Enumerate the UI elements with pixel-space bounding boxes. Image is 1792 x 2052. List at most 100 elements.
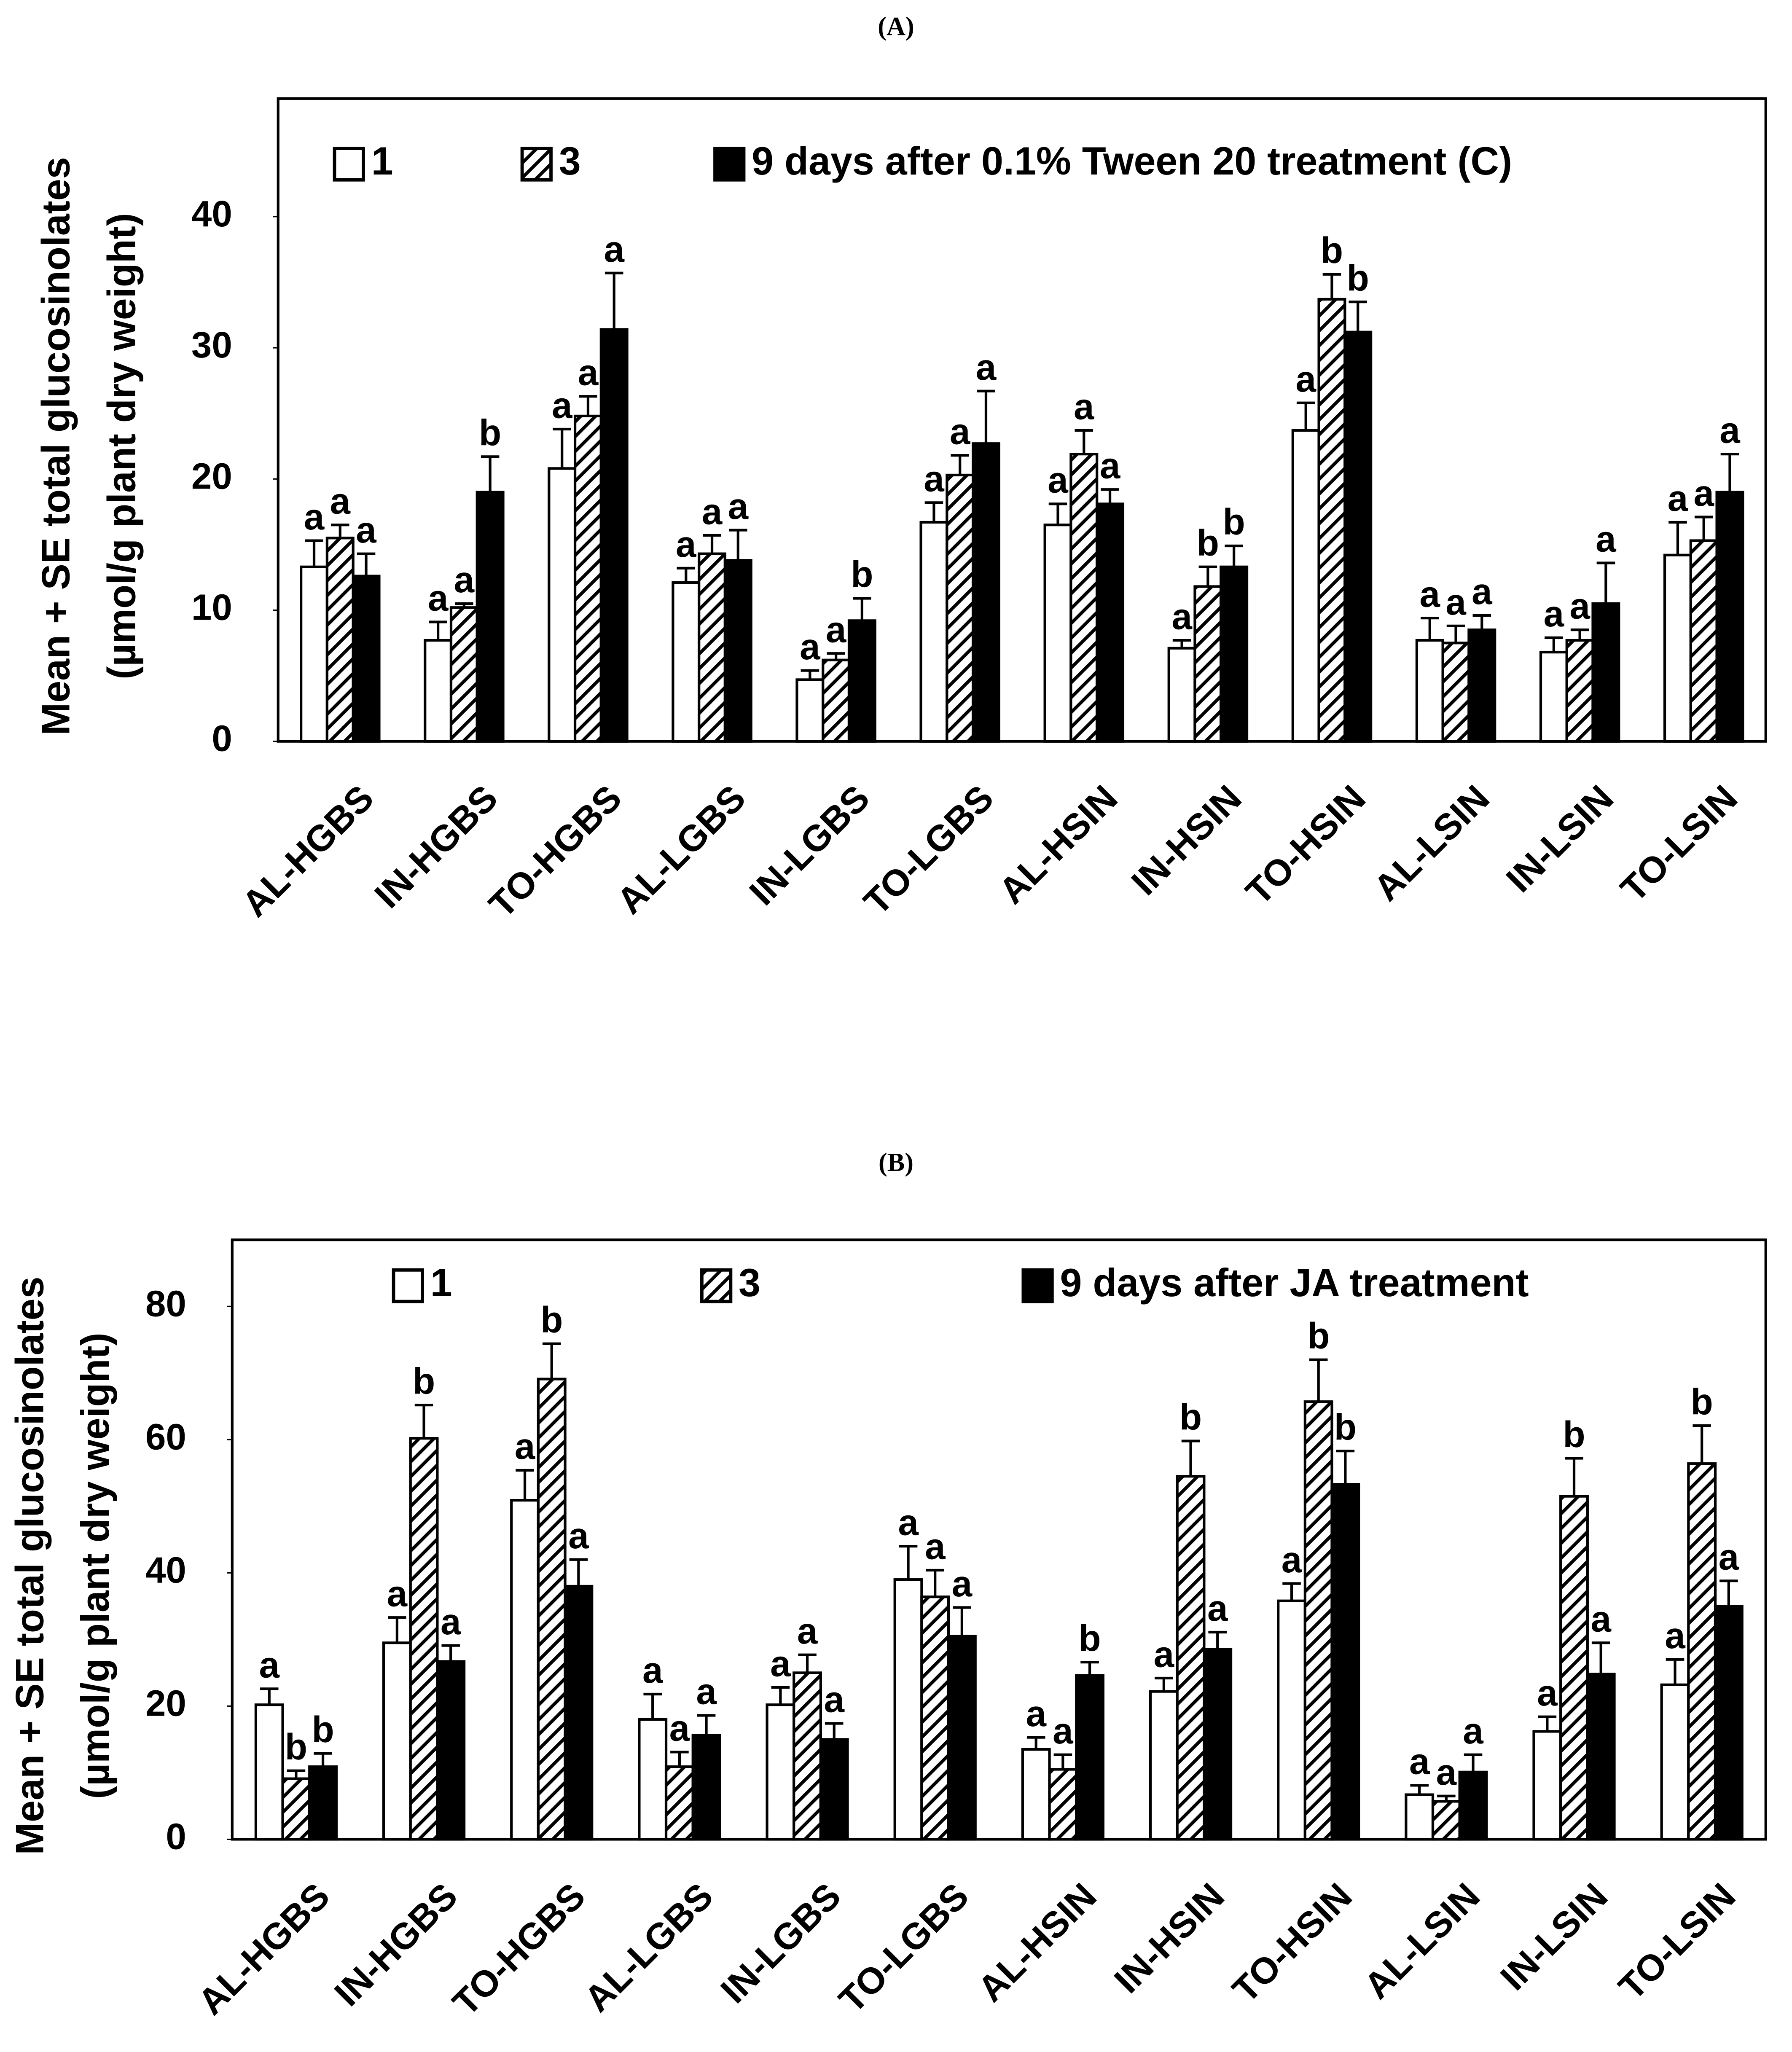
y-axis-label: Mean + SE total glucosinolates — [34, 157, 78, 735]
bar — [1458, 1770, 1488, 1841]
error-bar — [703, 534, 721, 554]
significance-letter: b — [1347, 258, 1369, 298]
panel-title: (A) — [878, 12, 914, 41]
error-bar — [1048, 502, 1067, 525]
error-bar — [604, 271, 623, 330]
error-bar — [1591, 1641, 1610, 1674]
error-bar — [1309, 1358, 1328, 1402]
significance-letter: a — [669, 1708, 690, 1749]
significance-letter: a — [1409, 1741, 1430, 1782]
bar — [1021, 1748, 1051, 1841]
error-bar — [1322, 273, 1341, 299]
error-bar — [953, 1606, 971, 1636]
x-tick-label: IN-LSIN — [1499, 777, 1621, 900]
significance-letter: a — [696, 1671, 717, 1712]
error-bar — [853, 597, 871, 621]
legend-swatch — [520, 147, 553, 182]
x-tick-label: AL-HSIN — [991, 777, 1125, 911]
significance-letter: a — [1207, 1588, 1228, 1629]
significance-letter: a — [824, 1679, 845, 1720]
bar — [573, 414, 602, 743]
significance-letter: a — [1719, 1537, 1740, 1578]
bar — [1043, 524, 1072, 743]
x-tick-label: IN-LSIN — [1493, 1875, 1615, 1998]
error-bar — [1545, 636, 1563, 653]
bar — [672, 581, 701, 743]
bar — [308, 1765, 338, 1841]
y-axis-label: Mean + SE total glucosinolates — [7, 1276, 51, 1855]
bar — [1193, 585, 1222, 743]
bar — [564, 1585, 594, 1841]
error-bar — [677, 567, 696, 583]
significance-letter: a — [454, 559, 475, 600]
y-tick-label: 20 — [191, 456, 232, 497]
panel-title: (B) — [879, 1148, 913, 1177]
x-tick-label: TO-LSIN — [1611, 1875, 1743, 2008]
plot-frame — [277, 97, 1767, 743]
significance-letter: a — [552, 385, 573, 426]
significance-letter: a — [568, 1515, 589, 1556]
bar — [1689, 539, 1718, 743]
error-bar — [260, 1687, 279, 1705]
error-bar — [1053, 1753, 1072, 1770]
significance-letter: a — [728, 486, 749, 527]
bar — [1660, 1683, 1690, 1841]
bar — [1532, 1730, 1562, 1841]
y-axis-label: (µmol/g plant dry weight) — [73, 1332, 117, 1799]
error-bar — [414, 1404, 433, 1439]
significance-letter: a — [1537, 1673, 1558, 1714]
significance-letter: a — [330, 481, 351, 521]
y-tick-label: 60 — [145, 1416, 186, 1457]
bar — [510, 1499, 540, 1841]
error-bar — [1421, 617, 1439, 641]
error-bar — [801, 669, 819, 680]
legend-label: 1 — [371, 139, 393, 183]
legend-label: 3 — [559, 139, 581, 183]
error-bar — [1666, 1658, 1685, 1685]
significance-letter: a — [1171, 596, 1193, 637]
bar — [947, 1635, 977, 1841]
error-bar — [1075, 429, 1093, 454]
significance-letter: a — [1420, 574, 1441, 615]
error-bar — [771, 1686, 790, 1705]
error-bar — [1694, 516, 1713, 541]
bar — [1441, 642, 1470, 743]
bar — [971, 442, 1000, 743]
significance-letter: a — [1569, 586, 1591, 626]
error-bar — [924, 501, 943, 522]
significance-letter: a — [826, 609, 847, 650]
x-tick-label: TO-LGBS — [856, 777, 1002, 923]
bar — [1220, 565, 1249, 743]
significance-letter: a — [1445, 582, 1467, 623]
error-bar — [729, 529, 747, 561]
bar — [1096, 502, 1125, 743]
error-bar — [1410, 1784, 1429, 1795]
significance-letter: a — [441, 1601, 462, 1642]
error-bar — [481, 455, 500, 492]
x-tick-label: TO-HGBS — [481, 777, 630, 926]
significance-letter: a — [1693, 473, 1714, 514]
bar — [1303, 1400, 1333, 1841]
error-bar — [1472, 614, 1491, 630]
significance-letter: a — [925, 1526, 946, 1567]
significance-letter: b — [1179, 1397, 1202, 1438]
significance-letter: a — [1282, 1539, 1303, 1580]
x-tick-label: AL-LGBS — [609, 777, 753, 921]
significance-letter: a — [604, 229, 625, 270]
bar — [893, 1578, 923, 1841]
error-bar — [1570, 628, 1589, 641]
error-bar — [1336, 1450, 1355, 1485]
error-bar — [825, 1722, 844, 1740]
x-tick-label: AL-LGBS — [577, 1875, 721, 2020]
error-bar — [697, 1714, 716, 1735]
bar — [449, 606, 478, 743]
y-tick-label: 20 — [145, 1683, 186, 1724]
significance-letter: b — [1307, 1316, 1330, 1356]
bar — [382, 1641, 412, 1841]
bar — [1277, 1599, 1306, 1841]
bar — [476, 491, 505, 743]
legend-label: 9 days after JA treatment — [1060, 1260, 1529, 1305]
bar — [352, 575, 381, 743]
significance-letter: a — [676, 524, 697, 565]
